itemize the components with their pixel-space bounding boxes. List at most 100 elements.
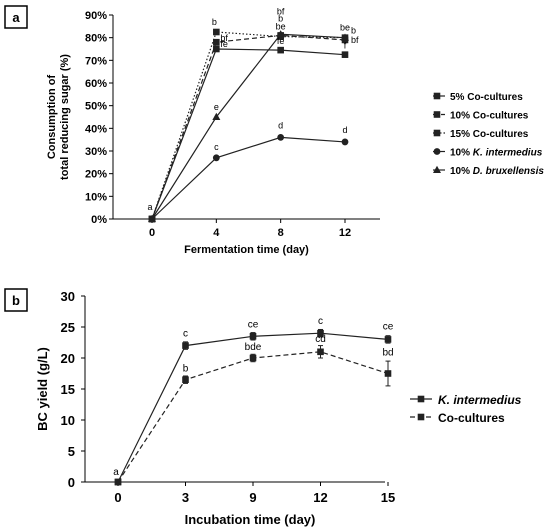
data-point: [249, 354, 257, 362]
significance-label: ce: [248, 319, 259, 330]
data-point: [317, 329, 324, 337]
significance-label: c: [318, 316, 323, 327]
significance-label: bf: [351, 35, 359, 45]
significance-label: a: [113, 467, 119, 478]
legend-label-prefix: 10%: [450, 148, 473, 159]
x-tick-label: 3: [182, 490, 189, 505]
series-line: [151, 136, 346, 220]
data-point: [341, 138, 349, 146]
significance-label: d: [278, 120, 283, 130]
data-point: [114, 478, 122, 486]
significance-label: f: [344, 41, 347, 51]
y-tick-label: 20%: [85, 169, 107, 181]
legend-marker: [417, 395, 425, 403]
chart-a: a 0% 10% 20% 30% 40% 50% 60% 70% 80% 90% 0 4 8 12 Ferme…: [4, 5, 544, 256]
x-tick-label: 0: [114, 490, 121, 505]
legend-label-species: K. intermedius: [473, 148, 543, 159]
y-tick-label: 30: [61, 289, 75, 304]
y-tick-label: 10%: [85, 191, 107, 203]
series-0: [114, 328, 392, 486]
panel-tag-box: [4, 5, 28, 29]
y-tick-label: 80%: [85, 33, 107, 45]
data-point: [341, 33, 349, 41]
legend-label: 15% Co-cultures: [450, 129, 529, 140]
legend-label: 5% Co-cultures: [450, 92, 523, 103]
y-tick-label: 10: [61, 413, 75, 428]
legend-item: 10% Co-cultures: [433, 111, 529, 122]
data-point: [277, 46, 284, 54]
y-axis-title: BC yield (g/L): [35, 347, 50, 431]
significance-label: fe: [220, 39, 228, 49]
legend-item: 10% D. bruxellensis: [433, 165, 544, 177]
x-tick-label: 8: [278, 227, 284, 239]
significance-label: c: [214, 142, 219, 152]
data-point: [213, 28, 220, 36]
y-axis-title-line1: Consumption of: [46, 75, 58, 160]
series-1: [114, 345, 392, 486]
legend-marker: [433, 92, 441, 100]
significance-label: fe: [277, 36, 285, 46]
legend-marker: [433, 148, 441, 155]
data-point: [182, 342, 189, 349]
y-tick-label: 30%: [85, 146, 107, 158]
significance-label: cd: [315, 334, 326, 345]
data-point: [212, 112, 221, 120]
data-point: [341, 51, 349, 58]
y-axis-title-line2: total reducing sugar (%): [59, 54, 71, 180]
significance-label: d: [342, 125, 347, 135]
legend-marker: [433, 111, 441, 118]
significance-label: b: [278, 13, 283, 23]
legend-marker: [433, 165, 441, 173]
x-tick-label: 15: [381, 490, 395, 505]
significance-label: a: [147, 202, 152, 212]
significance-label: b: [183, 364, 189, 375]
significance-label: be: [276, 22, 286, 32]
significance-label: b: [212, 17, 217, 27]
x-tick-label: 9: [249, 490, 256, 505]
y-tick-label: 70%: [85, 55, 107, 67]
legend-label: 10% Co-cultures: [450, 111, 529, 122]
legend-marker: [417, 413, 425, 421]
significance-label: ce: [383, 321, 394, 332]
legend-item: 10% K. intermedius: [433, 148, 543, 159]
data-point: [317, 348, 324, 356]
legend-item: 15% Co-cultures: [433, 129, 529, 140]
significance-label: b: [351, 26, 356, 36]
legend-label: Co-cultures: [438, 411, 505, 425]
data-point: [148, 214, 156, 222]
significance-label: c: [183, 329, 188, 340]
x-tick-label: 0: [149, 227, 155, 239]
legend-label: K. intermedius: [438, 393, 522, 407]
data-point: [182, 376, 189, 383]
legend-label-prefix: 10%: [450, 166, 473, 177]
legend-label: 10% K. intermedius: [450, 148, 543, 159]
data-point: [384, 336, 392, 343]
y-tick-label: 20: [61, 351, 75, 366]
series-4: [148, 30, 349, 222]
significance-label: bf: [277, 6, 285, 16]
y-tick-label: 25: [61, 320, 75, 335]
y-tick-label: 15: [61, 382, 75, 397]
series-line: [117, 351, 389, 483]
significance-label: e: [214, 102, 219, 112]
y-tick-label: 50%: [85, 101, 107, 113]
series-line: [151, 33, 346, 220]
panel-tag-label: a: [12, 10, 20, 25]
series-line: [151, 48, 346, 220]
significance-label: be: [340, 23, 350, 33]
legend-marker: [433, 129, 441, 137]
data-point: [276, 30, 285, 38]
x-tick-label: 4: [213, 227, 220, 239]
data-point: [384, 370, 392, 377]
panel-tag-label: b: [12, 293, 20, 308]
y-tick-label: 0%: [91, 214, 107, 226]
legend-item: K. intermedius: [410, 393, 522, 407]
series-line: [151, 31, 346, 220]
x-axis-title: Fermentation time (day): [184, 244, 309, 256]
panel-tag-box: [4, 288, 28, 312]
data-point: [213, 45, 220, 53]
legend-label: 10% D. bruxellensis: [450, 166, 544, 177]
data-point: [277, 134, 285, 141]
legend-label-species: D. bruxellensis: [473, 166, 545, 177]
